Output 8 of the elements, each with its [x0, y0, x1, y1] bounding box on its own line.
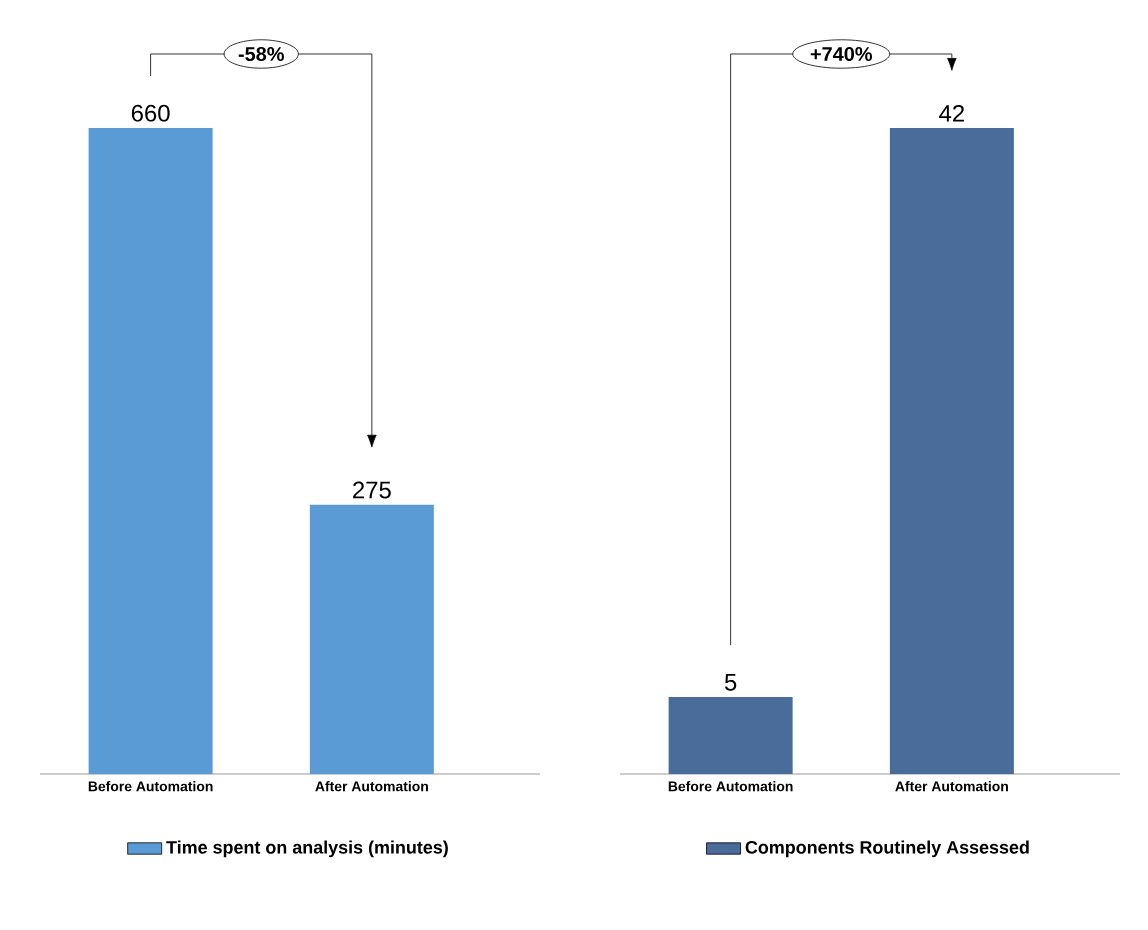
data-label: 42 [939, 104, 964, 122]
legend-label: Components Routinely Assessed [745, 840, 1029, 858]
text: -58% [238, 46, 284, 62]
data-label: 275 [353, 481, 391, 499]
legend-label: Time spent on analysis (minutes) [166, 840, 448, 858]
text: +740% [810, 46, 873, 62]
data-label: 660 [131, 104, 170, 122]
data-label: 5 [724, 674, 737, 691]
